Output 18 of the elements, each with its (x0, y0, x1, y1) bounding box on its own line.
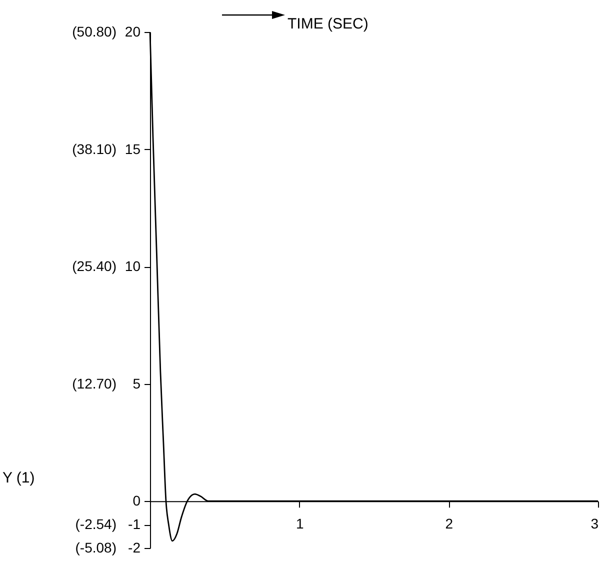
x-tick-label: 1 (296, 516, 304, 532)
y2-tick-label: (12.70) (72, 375, 116, 392)
y2-tick-label: (-5.08) (75, 540, 116, 556)
y-tick-label: 10 (124, 258, 141, 274)
y2-tick-label: (25.40) (72, 258, 116, 274)
y-tick-label: 0 (132, 492, 141, 509)
y-tick-label: -1 (128, 516, 141, 532)
y-tick-label: 15 (124, 140, 141, 157)
y2-tick-label: (-2.54) (75, 516, 116, 532)
y-tick-label: 5 (132, 375, 141, 392)
x-axis-title: TIME (SEC) (288, 16, 368, 32)
y2-tick-label: (38.10) (72, 140, 116, 157)
x-tick-label: 3 (590, 516, 599, 532)
x-tick-label: 2 (445, 516, 454, 532)
y-tick-label: 20 (124, 24, 141, 40)
y2-tick-label: (50.80) (72, 24, 116, 40)
y-tick-label: -2 (128, 540, 141, 556)
y2-axis-title: Y (1) (2, 470, 35, 487)
